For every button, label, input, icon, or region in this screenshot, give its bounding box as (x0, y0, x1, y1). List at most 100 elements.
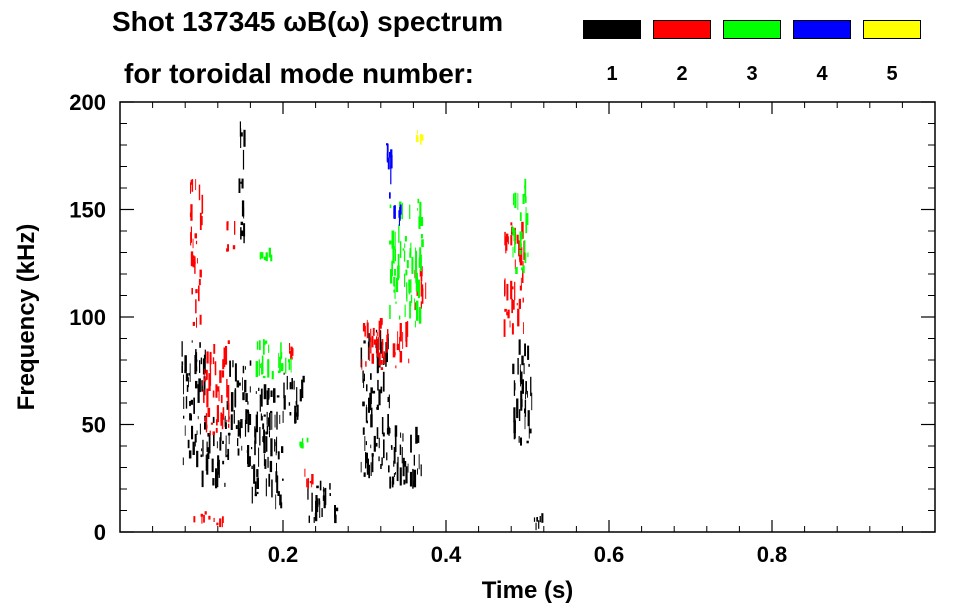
spectrum-mark-n1 (212, 416, 215, 423)
spectrum-mark-n5 (421, 134, 424, 141)
spectrum-mark-n3 (513, 193, 515, 206)
spectrum-mark-n2 (226, 419, 228, 422)
spectrum-mark-n3 (258, 359, 260, 376)
spectrum-mark-n2 (192, 258, 195, 267)
spectrum-mark-n3 (408, 286, 410, 295)
spectrum-mark-n2 (221, 413, 224, 430)
spectrum-mark-n1 (524, 343, 526, 357)
legend-swatch-n4 (793, 20, 851, 39)
spectrum-mark-n3 (514, 192, 517, 208)
spectrum-mark-n2 (195, 179, 197, 191)
spectrum-mark-n1 (324, 487, 327, 506)
spectrum-mark-n2 (523, 322, 524, 334)
spectrum-mark-n1 (294, 405, 297, 424)
spectrum-mark-n1 (240, 227, 242, 240)
spectrum-mark-n1 (270, 438, 273, 457)
spectrum-mark-n1 (370, 414, 373, 428)
spectrum-mark-n1 (242, 149, 245, 170)
spectrum-mark-n2 (378, 352, 381, 366)
spectrum-mark-n2 (420, 266, 423, 282)
spectrum-mark-n1 (186, 384, 189, 392)
spectrum-mark-n1 (238, 428, 240, 436)
spectrum-mark-n1 (524, 408, 526, 414)
spectrum-mark-n2 (206, 388, 209, 408)
spectrum-mark-n3 (524, 178, 527, 197)
spectrum-mark-n1 (394, 434, 397, 452)
spectrum-mark-n3 (525, 196, 527, 203)
spectrum-mark-n1 (382, 432, 385, 437)
spectrum-mark-n1 (282, 410, 284, 423)
spectrum-mark-n1 (315, 505, 317, 516)
spectrum-mark-n1 (404, 461, 407, 467)
spectrum-mark-n1 (403, 479, 406, 485)
spectrum-mark-n1 (377, 379, 379, 391)
spectrum-mark-n2 (210, 422, 214, 425)
spectrum-mark-n2 (395, 365, 397, 369)
spectrum-mark-n1 (376, 427, 379, 439)
spectrum-mark-n1 (412, 481, 414, 487)
spectrum-mark-n2 (199, 314, 202, 325)
spectrum-mark-n2 (194, 256, 196, 274)
spectrum-mark-n1 (323, 497, 326, 509)
spectrum-mark-n2 (425, 282, 427, 299)
spectrum-mark-n2 (228, 403, 230, 423)
spectrum-mark-n1 (417, 468, 418, 475)
spectrum-mark-n1 (368, 397, 370, 413)
spectrum-mark-n1 (539, 516, 541, 523)
spectrum-mark-n2 (371, 335, 374, 348)
spectrum-mark-n1 (245, 409, 248, 424)
spectrum-mark-n1 (371, 407, 373, 420)
spectrum-mark-n1 (265, 431, 268, 435)
spectrum-mark-n1 (322, 495, 326, 501)
spectrum-mark-n2 (204, 378, 207, 382)
spectrum-mark-n1 (514, 382, 516, 391)
spectrum-mark-n1 (204, 349, 206, 359)
spectrum-mark-n1 (283, 372, 285, 375)
spectrum-mark-n2 (192, 238, 194, 249)
spectrum-mark-n1 (523, 363, 525, 375)
spectrum-mark-n1 (220, 432, 222, 441)
spectrum-mark-n1 (249, 360, 252, 366)
spectrum-mark-n3 (278, 352, 280, 368)
spectrum-mark-n1 (228, 432, 230, 445)
spectrum-mark-n1 (516, 398, 519, 419)
spectrum-mark-n2 (311, 474, 314, 485)
spectrum-mark-n2 (226, 221, 229, 226)
spectrum-mark-n2 (193, 516, 196, 523)
spectrum-mark-n1 (194, 355, 197, 375)
spectrum-mark-n3 (259, 363, 261, 368)
spectrum-mark-n2 (192, 255, 195, 259)
spectrum-mark-n3 (409, 248, 411, 255)
spectrum-mark-n1 (226, 401, 229, 410)
spectrum-mark-n1 (409, 471, 413, 487)
spectrum-mark-n2 (519, 257, 521, 260)
spectrum-mark-n1 (371, 453, 374, 473)
spectrum-mark-n3 (524, 240, 526, 253)
spectrum-mark-n1 (236, 380, 240, 388)
spectrum-mark-n1 (189, 413, 192, 421)
spectrum-mark-n3 (525, 213, 528, 234)
spectrum-mark-n2 (517, 308, 520, 327)
spectrum-mark-n1 (199, 360, 201, 373)
spectrum-mark-n3 (258, 340, 261, 351)
spectrum-mark-n1 (230, 414, 233, 430)
spectrum-mark-n1 (218, 459, 220, 478)
spectrum-mark-n3 (397, 253, 400, 274)
spectrum-mark-n1 (527, 410, 530, 427)
spectrum-mark-n1 (375, 442, 378, 447)
spectrum-mark-n1 (203, 354, 206, 374)
spectrum-mark-n3 (281, 352, 283, 359)
spectrum-mark-n1 (316, 498, 319, 508)
spectrum-mark-n1 (391, 476, 395, 485)
spectrum-mark-n1 (270, 410, 273, 413)
spectrum-mark-n2 (191, 179, 194, 192)
spectrum-mark-n2 (366, 322, 369, 339)
spectrum-mark-n2 (216, 419, 218, 426)
spectrum-mark-n1 (244, 419, 247, 437)
spectrum-mark-n2 (369, 338, 371, 342)
spectrum-mark-n1 (240, 230, 244, 237)
spectrum-mark-n2 (214, 361, 217, 376)
spectrum-mark-n1 (367, 341, 369, 360)
spectrum-mark-n2 (219, 370, 222, 383)
spectrum-mark-n1 (247, 459, 250, 467)
